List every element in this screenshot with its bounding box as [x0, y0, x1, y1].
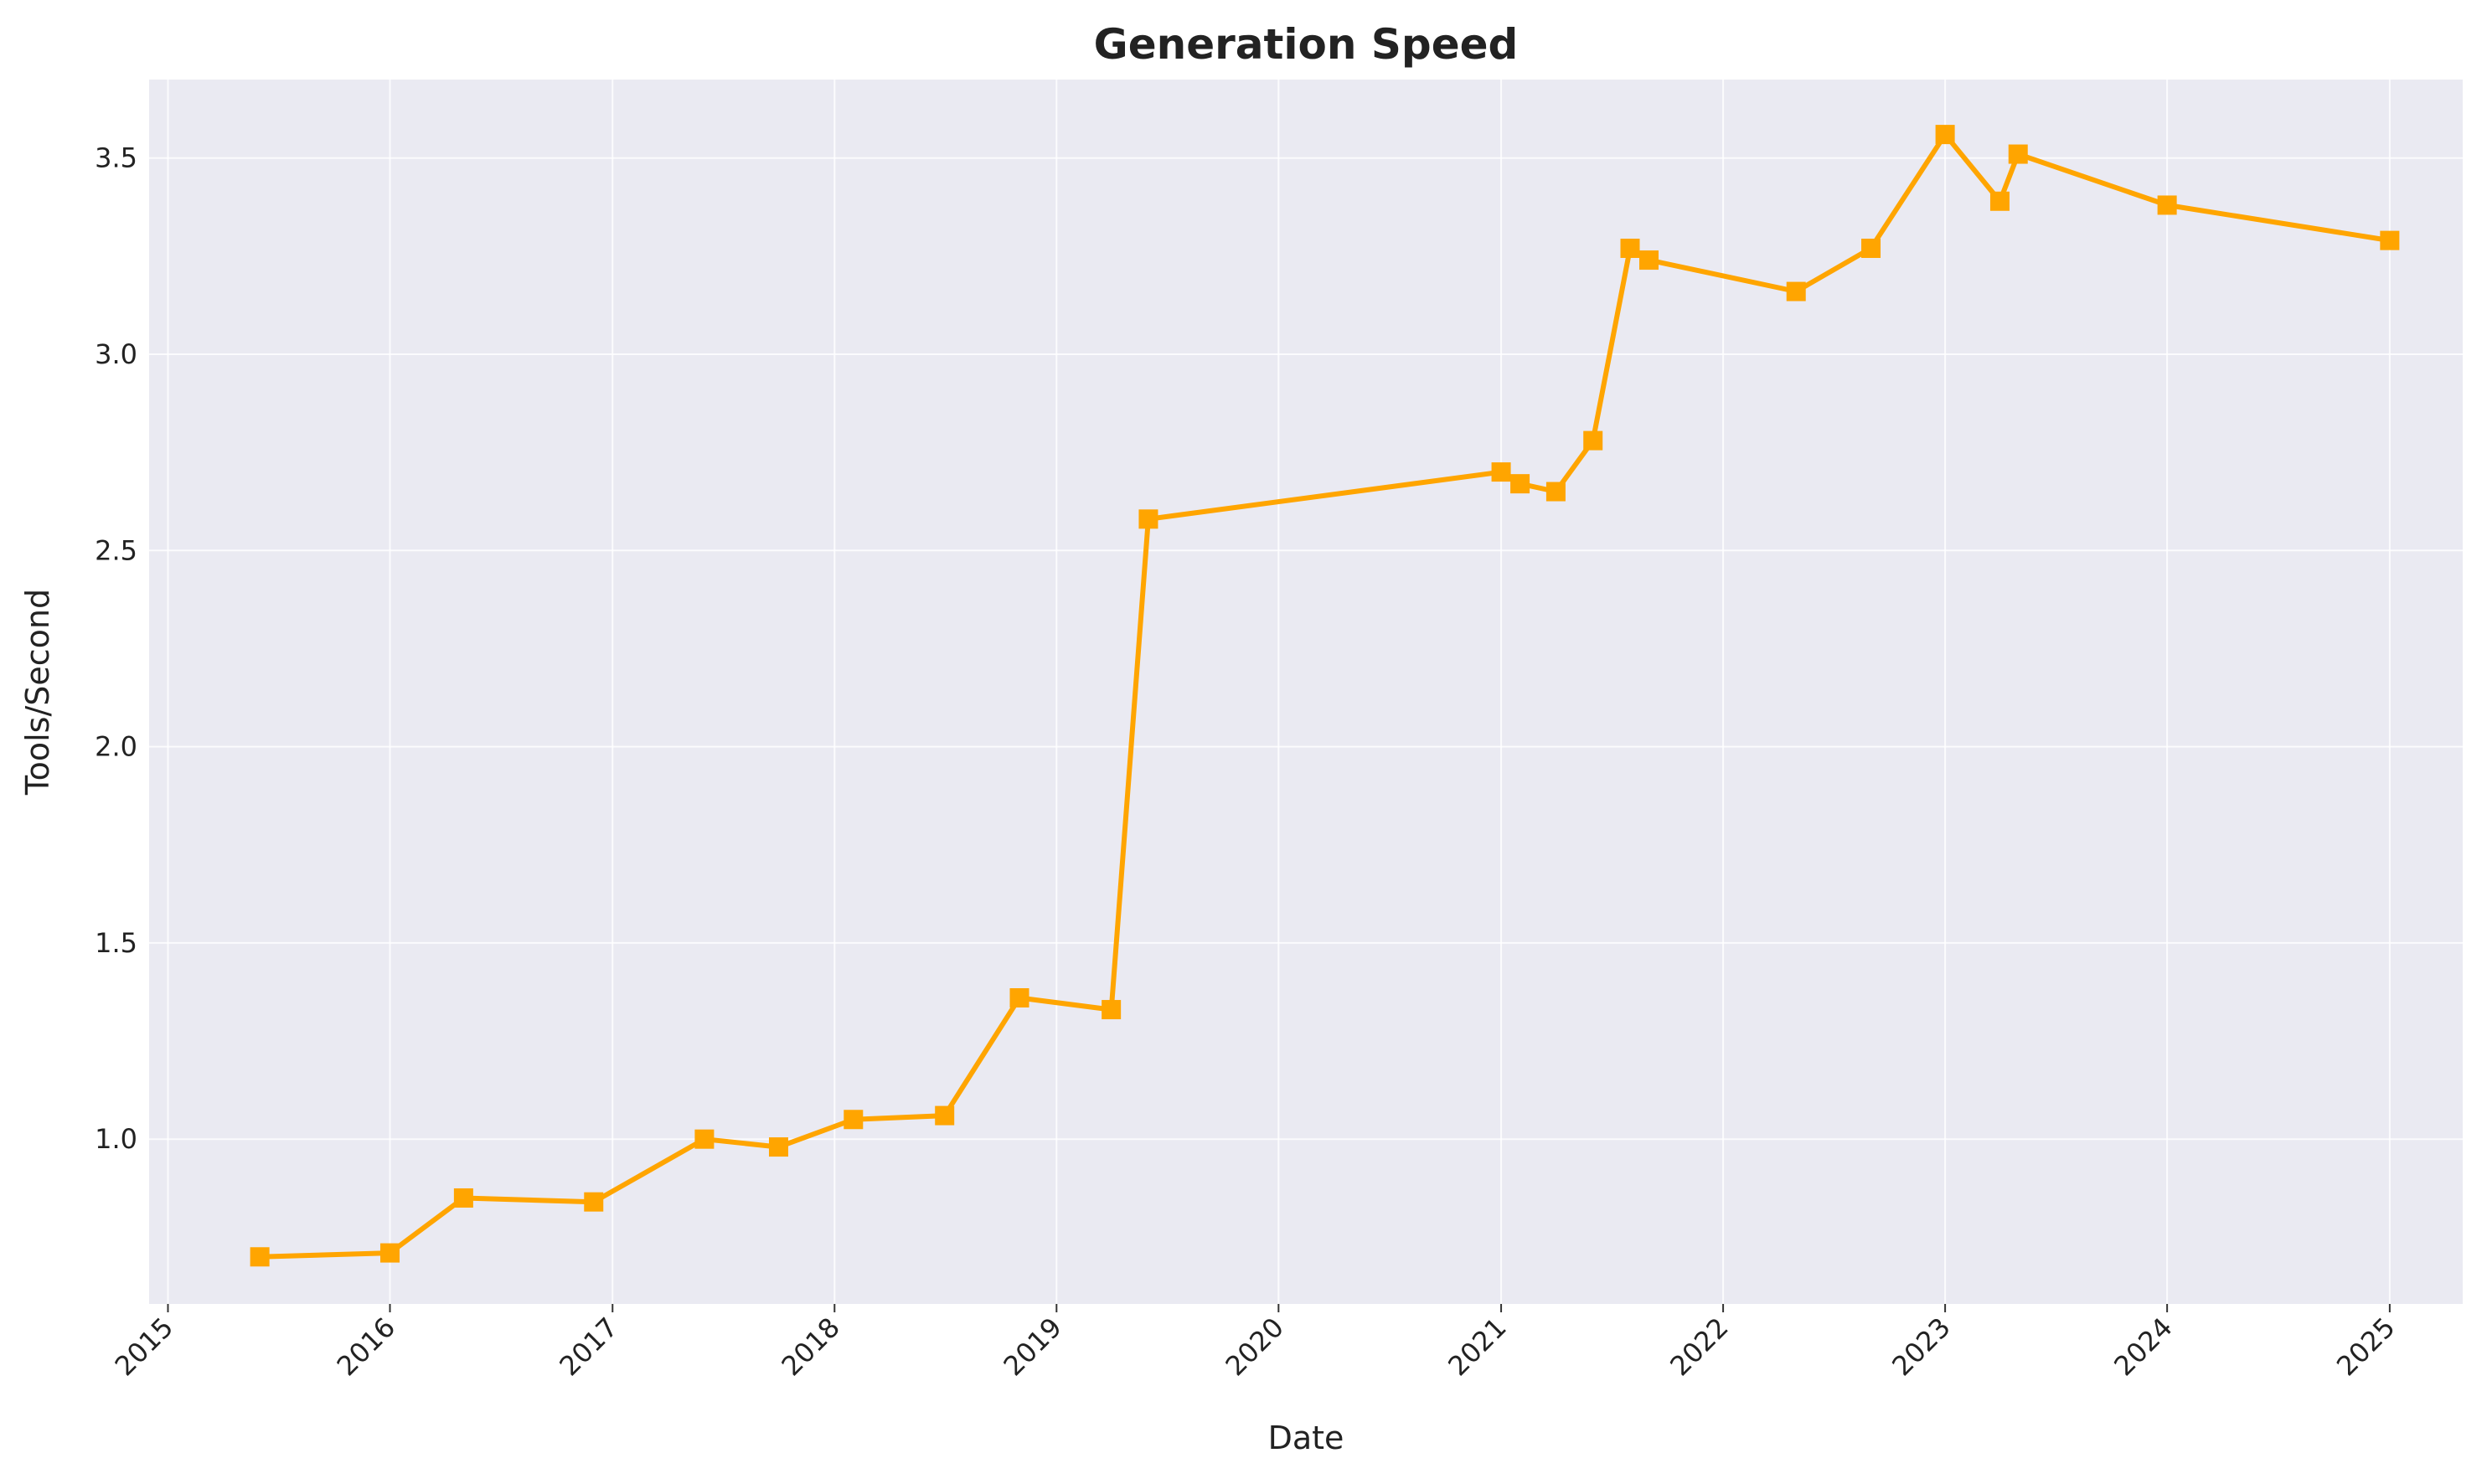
- data-point-marker: [2380, 230, 2400, 250]
- data-point-marker: [1583, 430, 1603, 451]
- data-point-marker: [453, 1188, 473, 1208]
- data-point-marker: [1989, 191, 2010, 211]
- y-tick-label: 2.0: [95, 731, 137, 763]
- x-tick-label: 2022: [1664, 1311, 1734, 1382]
- data-point-marker: [2157, 195, 2177, 215]
- grid: [149, 80, 2463, 1304]
- x-tick-label: 2025: [2330, 1311, 2401, 1382]
- x-tick-label: 2023: [1886, 1311, 1956, 1382]
- data-point-marker: [1138, 509, 1158, 529]
- data-point-marker: [1639, 250, 1659, 271]
- data-point-marker: [250, 1247, 270, 1267]
- y-tick-label: 3.0: [95, 338, 137, 370]
- data-point-marker: [380, 1243, 400, 1263]
- x-tick-label: 2016: [331, 1311, 401, 1382]
- data-point-marker: [694, 1129, 715, 1149]
- data-point-marker: [1935, 125, 1955, 145]
- x-axis-label: Date: [1268, 1420, 1344, 1456]
- data-point-marker: [1009, 988, 1029, 1007]
- y-tick-label: 3.5: [95, 142, 137, 174]
- data-point-marker: [584, 1192, 604, 1212]
- x-tick-label: 2018: [775, 1311, 845, 1382]
- data-point-marker: [768, 1137, 788, 1157]
- data-point-marker: [1786, 281, 1806, 301]
- data-point-marker: [1102, 1000, 1122, 1020]
- plot-background: [149, 80, 2463, 1304]
- data-point-marker: [1545, 482, 1566, 502]
- x-tick-label: 2021: [1442, 1311, 1512, 1382]
- x-tick-label: 2020: [1220, 1311, 1290, 1382]
- x-tick-label: 2015: [109, 1311, 179, 1382]
- data-point-marker: [1620, 238, 1640, 258]
- y-tick-label: 2.5: [95, 534, 137, 566]
- y-axis-label: Tools/Second: [19, 589, 56, 796]
- series: [250, 125, 2400, 1267]
- data-point-marker: [1861, 238, 1881, 258]
- data-point-marker: [935, 1105, 955, 1126]
- data-point-marker: [2008, 144, 2028, 164]
- x-tick-label: 2019: [998, 1311, 1068, 1382]
- data-point-marker: [1491, 462, 1511, 482]
- data-point-marker: [844, 1110, 864, 1130]
- x-tick-label: 2017: [553, 1311, 623, 1382]
- y-tick-label: 1.0: [95, 1123, 137, 1155]
- data-point-marker: [1510, 474, 1530, 494]
- y-tick-label: 1.5: [95, 927, 137, 959]
- x-tick-label: 2024: [2108, 1311, 2178, 1382]
- chart-title: Generation Speed: [1094, 20, 1519, 69]
